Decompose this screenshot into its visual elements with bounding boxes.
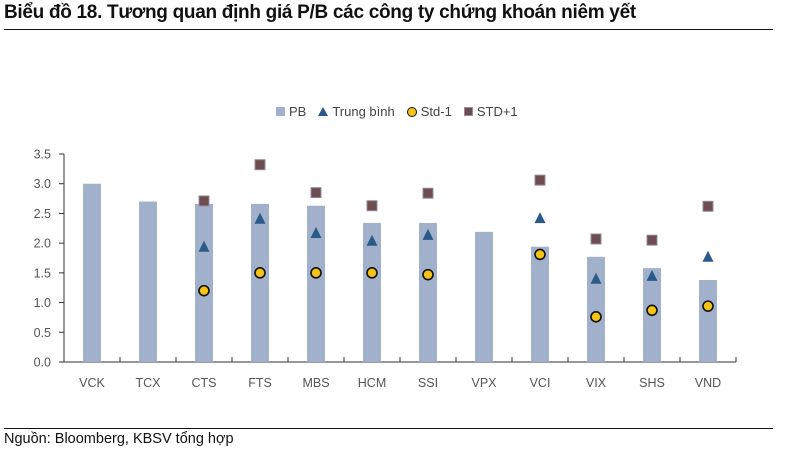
legend-item-std-plus: STD+1 [463, 104, 518, 119]
square-marker-icon [463, 107, 473, 116]
std-minus-circle-marker [198, 284, 210, 297]
std-plus-square-marker [310, 187, 322, 199]
std-minus-circle-marker [590, 311, 602, 323]
pb-bar [83, 183, 101, 362]
mean-triangle-marker [590, 272, 602, 284]
std-plus-square-marker [422, 187, 434, 199]
std-plus-square-marker [254, 159, 266, 171]
x-tick-label: VPX [471, 376, 497, 390]
title-divider [4, 29, 773, 30]
std-plus-square-marker [366, 200, 378, 212]
y-tick-label: 2.0 [34, 237, 51, 251]
std-plus-square-marker [198, 195, 210, 207]
y-tick-label: 1.5 [34, 266, 51, 280]
x-tick-label: VCK [79, 376, 105, 390]
mean-triangle-marker [646, 269, 658, 281]
x-tick-label: TCX [136, 376, 162, 390]
mean-triangle-marker [198, 240, 210, 252]
mean-triangle-marker [702, 250, 714, 262]
mean-triangle-marker [534, 212, 546, 224]
std-minus-circle-marker [422, 268, 434, 281]
y-tick-label: 0.0 [34, 356, 51, 370]
pb-bar [699, 279, 717, 362]
mean-triangle-marker [310, 227, 322, 239]
std-plus-square-marker [590, 233, 602, 245]
pb-bar [139, 201, 157, 362]
std-minus-circle-marker [366, 267, 378, 279]
x-tick-label: SHS [639, 376, 665, 390]
std-minus-circle-marker [254, 267, 266, 279]
chart-legend: PB Trung bình Std-1 STD+1 [276, 104, 530, 119]
pb-bar [587, 256, 605, 362]
legend-label: Std-1 [420, 104, 452, 119]
x-tick-label: SSI [418, 376, 438, 390]
x-tick-label: HCM [358, 376, 386, 390]
pb-bars [83, 183, 717, 362]
pb-bar [419, 222, 437, 362]
bar-swatch-icon [276, 107, 285, 116]
std-minus-circle-marker [534, 248, 546, 261]
std-minus-circle-marker [646, 304, 658, 317]
pb-bar [307, 205, 325, 362]
x-tick-label: CTS [192, 376, 217, 390]
y-tick-label: 2.5 [34, 207, 51, 221]
std-plus-square-marker [702, 200, 714, 212]
legend-label: PB [289, 104, 307, 119]
source-divider [4, 428, 773, 429]
legend-item-pb: PB [276, 104, 306, 119]
triangle-marker-icon [318, 107, 329, 116]
std-plus-square-marker [646, 234, 658, 246]
circle-marker-icon [406, 106, 417, 117]
x-axis: VCK TCX CTS FTS MBS HCM SSI VPX VCI VIX SHS VND [63, 357, 737, 390]
legend-label: STD+1 [476, 104, 518, 119]
std-minus-circle-marker [310, 267, 322, 279]
y-tick-label: 1.0 [34, 296, 51, 310]
x-tick-label: VIX [586, 376, 607, 390]
mean-triangle-marker [366, 234, 378, 246]
legend-item-std-minus: Std-1 [406, 104, 452, 119]
x-tick-label: MBS [302, 376, 329, 390]
y-tick-label: 3.5 [34, 148, 51, 162]
mean-triangle-marker [422, 228, 434, 240]
pb-bar [531, 246, 549, 362]
pb-bar [251, 203, 269, 362]
chart-title: Biểu đồ 18. Tương quan định giá P/B các … [4, 2, 636, 23]
pb-bar [195, 203, 213, 362]
pb-bar [475, 231, 493, 362]
std-plus-square-marker [534, 174, 546, 186]
pb-bar [363, 222, 381, 362]
y-axis: 0.0 0.5 1.0 1.5 2.0 2.5 3.0 3.5 [34, 148, 65, 370]
x-tick-label: FTS [248, 376, 272, 390]
mean-triangle-marker [254, 212, 266, 224]
source-note: Nguồn: Bloomberg, KBSV tổng hợp [4, 431, 234, 447]
x-tick-label: VND [695, 376, 721, 390]
x-tick-label: VCI [530, 376, 551, 390]
std-minus-circle-marker [702, 300, 714, 312]
markers [198, 159, 714, 323]
legend-label: Trung bình [332, 104, 395, 119]
y-tick-label: 0.5 [34, 326, 51, 340]
y-tick-label: 3.0 [34, 177, 51, 191]
legend-item-mean: Trung bình [318, 104, 395, 119]
